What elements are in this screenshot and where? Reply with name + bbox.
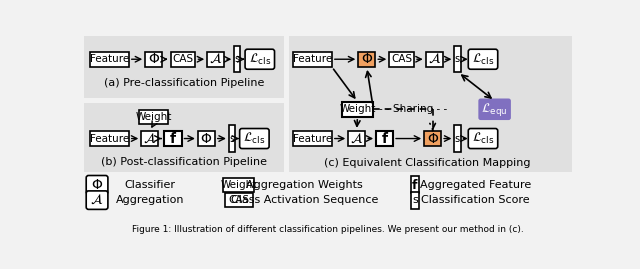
Text: Aggregation Weights: Aggregation Weights bbox=[246, 180, 363, 190]
Bar bbox=[225, 193, 253, 207]
Text: Aggregated Feature: Aggregated Feature bbox=[420, 180, 531, 190]
Bar bbox=[358, 52, 375, 67]
FancyBboxPatch shape bbox=[86, 175, 108, 194]
Text: Feature: Feature bbox=[90, 54, 129, 64]
Text: $\mathcal{L}_{\mathrm{cls}}$: $\mathcal{L}_{\mathrm{cls}}$ bbox=[249, 52, 271, 67]
Text: $\mathbf{f}$: $\mathbf{f}$ bbox=[381, 131, 388, 146]
Text: $\mathcal{L}_{\mathrm{cls}}$: $\mathcal{L}_{\mathrm{cls}}$ bbox=[472, 52, 494, 67]
Text: CAS: CAS bbox=[391, 54, 412, 64]
Text: Classifier: Classifier bbox=[124, 180, 175, 190]
Text: $\mathbf{f}$: $\mathbf{f}$ bbox=[169, 131, 177, 146]
Text: $\mathcal{L}_{\mathrm{equ}}$: $\mathcal{L}_{\mathrm{equ}}$ bbox=[481, 101, 508, 118]
Text: s: s bbox=[455, 54, 460, 64]
FancyBboxPatch shape bbox=[86, 191, 108, 209]
Text: $\Phi$: $\Phi$ bbox=[148, 52, 160, 66]
Bar bbox=[141, 131, 158, 146]
FancyBboxPatch shape bbox=[478, 98, 511, 120]
Bar bbox=[223, 178, 254, 192]
Text: (b) Post-classification Pipeline: (b) Post-classification Pipeline bbox=[101, 157, 267, 167]
Bar bbox=[90, 52, 129, 67]
Bar bbox=[229, 125, 235, 152]
Text: Feature: Feature bbox=[90, 133, 129, 144]
Text: $\mathbf{f}$: $\mathbf{f}$ bbox=[411, 178, 419, 192]
Bar bbox=[454, 46, 461, 72]
Bar bbox=[411, 176, 419, 193]
Text: CAS: CAS bbox=[173, 54, 194, 64]
FancyBboxPatch shape bbox=[468, 129, 498, 148]
Bar bbox=[376, 131, 393, 146]
Text: Figure 1: Illustration of different classification pipelines. We present our met: Figure 1: Illustration of different clas… bbox=[132, 225, 524, 234]
Text: $\mathcal{L}_{\mathrm{cls}}$: $\mathcal{L}_{\mathrm{cls}}$ bbox=[243, 131, 266, 146]
Bar bbox=[454, 125, 461, 152]
Text: Aggregation: Aggregation bbox=[115, 195, 184, 205]
Bar bbox=[84, 103, 284, 172]
Text: Weight: Weight bbox=[136, 112, 172, 122]
Bar bbox=[426, 52, 443, 67]
Text: Classification Score: Classification Score bbox=[421, 195, 529, 205]
Text: Weight: Weight bbox=[339, 104, 376, 114]
Text: (a) Pre-classification Pipeline: (a) Pre-classification Pipeline bbox=[104, 78, 264, 88]
Text: $\mathcal{L}_{\mathrm{cls}}$: $\mathcal{L}_{\mathrm{cls}}$ bbox=[472, 131, 494, 146]
Text: - - Sharing - -: - - Sharing - - bbox=[379, 104, 447, 114]
Bar bbox=[289, 36, 572, 172]
Text: $\Phi$: $\Phi$ bbox=[200, 132, 212, 146]
Text: $\Phi$: $\Phi$ bbox=[361, 52, 373, 66]
Text: (c) Equivalent Classification Mapping: (c) Equivalent Classification Mapping bbox=[324, 158, 531, 168]
Text: s: s bbox=[412, 195, 418, 205]
Bar bbox=[293, 52, 332, 67]
Bar bbox=[342, 102, 373, 117]
Bar bbox=[171, 52, 195, 67]
Text: Weight: Weight bbox=[221, 180, 257, 190]
Bar bbox=[164, 131, 182, 146]
Bar bbox=[411, 192, 419, 209]
FancyBboxPatch shape bbox=[468, 49, 498, 69]
FancyBboxPatch shape bbox=[245, 49, 275, 69]
Bar bbox=[424, 131, 441, 146]
Bar bbox=[207, 52, 224, 67]
Text: Feature: Feature bbox=[293, 54, 332, 64]
Text: $\mathcal{A}$: $\mathcal{A}$ bbox=[428, 52, 441, 66]
Text: $\mathcal{A}$: $\mathcal{A}$ bbox=[143, 132, 156, 146]
Text: Class Activation Sequence: Class Activation Sequence bbox=[231, 195, 378, 205]
Text: $\mathcal{A}$: $\mathcal{A}$ bbox=[209, 52, 222, 66]
Text: $\Phi$: $\Phi$ bbox=[91, 178, 103, 192]
Bar bbox=[139, 110, 168, 124]
Bar bbox=[198, 131, 215, 146]
Bar bbox=[90, 131, 129, 146]
Text: s: s bbox=[235, 54, 240, 64]
Text: s: s bbox=[229, 133, 234, 144]
Text: s: s bbox=[455, 133, 460, 144]
Bar bbox=[145, 52, 162, 67]
Bar bbox=[84, 36, 284, 98]
Bar bbox=[293, 131, 332, 146]
Bar bbox=[234, 46, 241, 72]
FancyBboxPatch shape bbox=[239, 129, 269, 148]
Text: $\Phi$: $\Phi$ bbox=[427, 132, 438, 146]
Bar bbox=[389, 52, 414, 67]
Text: CAS: CAS bbox=[228, 195, 250, 205]
Text: $\mathcal{A}$: $\mathcal{A}$ bbox=[350, 132, 364, 146]
Text: Feature: Feature bbox=[293, 133, 332, 144]
Text: $\mathcal{A}$: $\mathcal{A}$ bbox=[90, 193, 104, 207]
Bar bbox=[348, 131, 365, 146]
